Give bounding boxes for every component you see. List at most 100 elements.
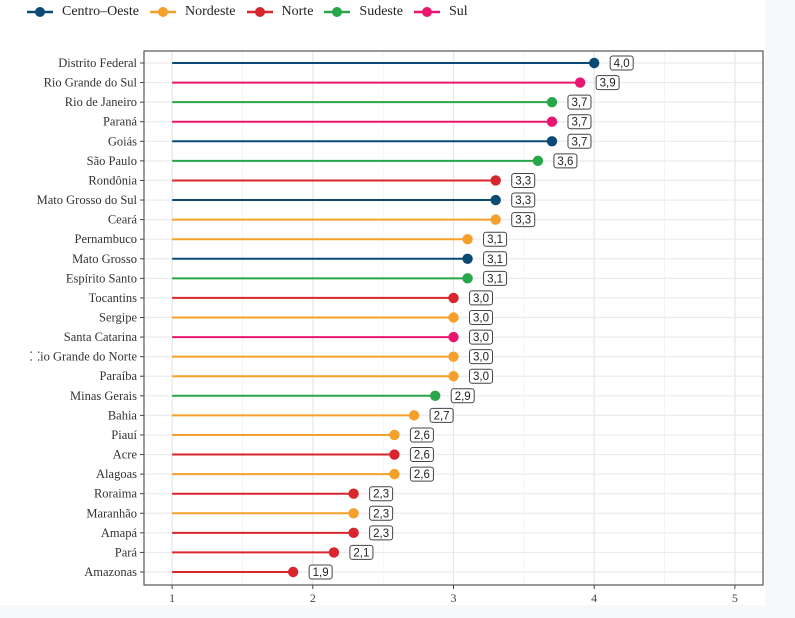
category-label: Pará bbox=[115, 545, 138, 559]
category-label: Amazonas bbox=[84, 565, 137, 579]
category-label: Espírito Santo bbox=[66, 271, 137, 285]
legend-item: Sudeste bbox=[323, 4, 403, 20]
value-label: 3,3 bbox=[515, 215, 531, 227]
x-tick-label: 3 bbox=[451, 591, 457, 605]
category-label: Paraná bbox=[103, 115, 137, 129]
value-label: 2,7 bbox=[434, 410, 450, 422]
category-label: Rio de Janeiro bbox=[65, 95, 137, 109]
legend-label: Norte bbox=[281, 4, 314, 19]
lollipop-point bbox=[574, 77, 586, 88]
value-label: 3,0 bbox=[473, 293, 489, 305]
category-label: Rondônia bbox=[88, 173, 137, 187]
legend-item: Centro–Oeste bbox=[26, 4, 139, 20]
lollipop-point bbox=[408, 410, 420, 421]
lollipop-point bbox=[490, 194, 501, 206]
lollipop-chart: 4,0 Distrito Federal 3,9 Rio Grande do Sul 3… bbox=[30, 50, 764, 605]
value-label: 2,3 bbox=[373, 489, 389, 501]
legend-key-icon bbox=[324, 7, 351, 17]
value-label-box bbox=[409, 447, 434, 463]
lollipop-point bbox=[348, 488, 359, 499]
lollipop-point bbox=[430, 390, 441, 402]
x-tick-label: 1 bbox=[169, 591, 175, 605]
value-label-box bbox=[409, 466, 434, 482]
value-label-box bbox=[511, 172, 536, 188]
lollipop-point bbox=[448, 292, 459, 304]
category-label: Bahia bbox=[108, 408, 138, 422]
lollipop-point bbox=[287, 566, 299, 578]
value-label: 2,1 bbox=[353, 547, 369, 559]
lollipop-point bbox=[389, 468, 400, 480]
value-label-box bbox=[469, 368, 493, 384]
lollipop-point bbox=[490, 175, 501, 186]
value-label-box bbox=[369, 505, 394, 521]
lollipop-point bbox=[348, 527, 359, 539]
lollipop-point bbox=[448, 351, 459, 362]
value-label: 4,0 bbox=[614, 58, 630, 70]
value-label: 3,0 bbox=[473, 352, 489, 364]
value-label-box bbox=[469, 290, 493, 306]
legend-item: Norte bbox=[246, 4, 314, 20]
legend-label: Sul bbox=[448, 4, 468, 19]
lollipop-point bbox=[546, 116, 558, 127]
category-label: Alagoas bbox=[96, 467, 137, 481]
value-label: 3,0 bbox=[473, 332, 489, 344]
figure-canvas: Centro–Oeste Nordeste Norte Sudeste Sul 4,0 D… bbox=[26, 4, 764, 605]
value-label: 3,3 bbox=[515, 195, 531, 207]
category-label: ⸬io Grande do Norte bbox=[30, 350, 138, 364]
lollipop-point bbox=[462, 233, 473, 245]
value-label-box bbox=[483, 251, 508, 267]
category-label: Distrito Federal bbox=[58, 56, 137, 70]
x-tick-label: 2 bbox=[310, 591, 316, 605]
value-label-box bbox=[429, 407, 454, 423]
value-label-box bbox=[483, 231, 508, 247]
value-label: 3,0 bbox=[473, 371, 489, 383]
category-label: Acre bbox=[113, 448, 138, 462]
value-label: 3,9 bbox=[600, 78, 616, 90]
value-label: 1,9 bbox=[313, 567, 329, 579]
value-label-box bbox=[553, 153, 578, 169]
value-label: 2,3 bbox=[373, 508, 389, 520]
value-label-box bbox=[567, 133, 592, 149]
category-label: Ceará bbox=[108, 213, 138, 227]
value-label: 3,1 bbox=[487, 254, 503, 266]
category-label: Piauí bbox=[111, 428, 137, 442]
value-label-box bbox=[308, 564, 333, 580]
legend-item: Sul bbox=[413, 4, 468, 20]
value-label: 3,7 bbox=[571, 136, 587, 148]
category-label: Tocantins bbox=[89, 291, 138, 305]
x-tick-label: 4 bbox=[591, 591, 597, 605]
value-label-box bbox=[595, 75, 620, 91]
value-label-box bbox=[511, 212, 536, 228]
lollipop-point bbox=[448, 312, 459, 323]
legend-key-icon bbox=[246, 7, 273, 17]
value-label-box bbox=[349, 544, 374, 560]
category-label: Goiás bbox=[108, 134, 137, 148]
value-label: 3,0 bbox=[473, 313, 489, 325]
lollipop-point bbox=[462, 253, 473, 264]
category-label: Pernambuco bbox=[75, 232, 137, 246]
value-label-box bbox=[483, 270, 508, 286]
category-label: Amapá bbox=[101, 526, 138, 540]
category-label: Roraima bbox=[94, 487, 137, 501]
value-label: 3,1 bbox=[487, 234, 503, 246]
value-label-box bbox=[511, 192, 536, 208]
value-label-box bbox=[609, 55, 634, 71]
lollipop-point bbox=[532, 155, 544, 167]
value-label: 3,7 bbox=[571, 97, 587, 109]
category-label: Mato Grosso bbox=[72, 252, 137, 266]
value-label: 2,6 bbox=[414, 469, 430, 481]
value-label-box bbox=[567, 114, 592, 130]
lollipop-point bbox=[546, 136, 558, 147]
value-label-box bbox=[369, 486, 394, 502]
category-label: Maranhão bbox=[86, 506, 137, 520]
lollipop-point bbox=[546, 96, 558, 108]
value-label: 3,6 bbox=[557, 156, 573, 168]
category-label: São Paulo bbox=[87, 154, 137, 168]
category-label: Sergipe bbox=[99, 311, 137, 325]
lollipop-point bbox=[448, 331, 459, 343]
category-label: Minas Gerais bbox=[70, 389, 137, 403]
x-tick-label: 5 bbox=[732, 591, 738, 605]
value-label: 3,7 bbox=[571, 117, 587, 129]
legend-item: Nordeste bbox=[149, 4, 236, 20]
lollipop-point bbox=[328, 547, 340, 558]
